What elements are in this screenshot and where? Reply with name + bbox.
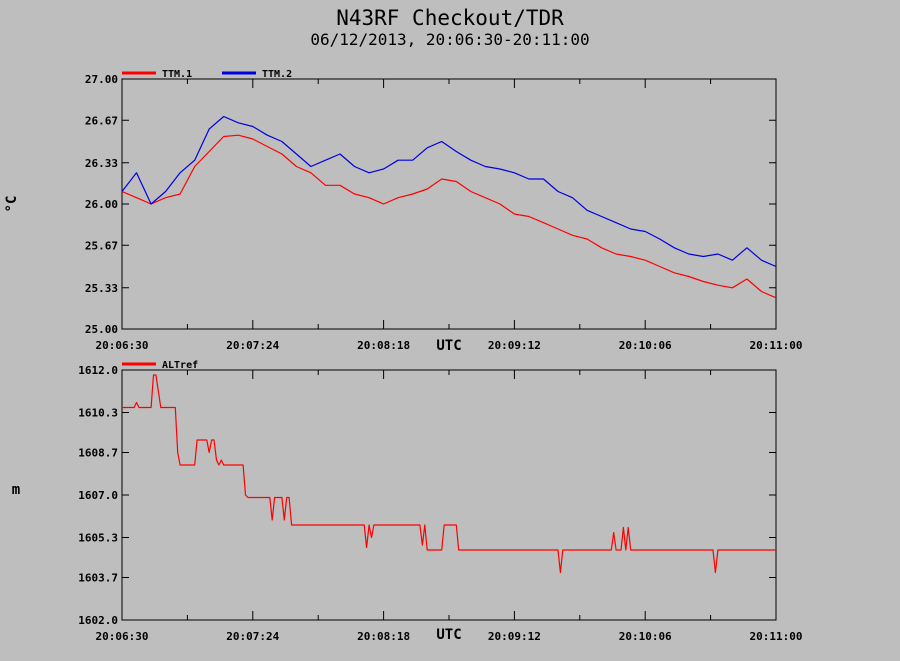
x-tick-label: 20:07:24 — [226, 339, 279, 352]
y-tick-label: 25.67 — [85, 239, 118, 252]
y-tick-label: 25.33 — [85, 282, 118, 295]
y-tick-label: 26.67 — [85, 114, 118, 127]
chart-subtitle: 06/12/2013, 20:06:30-20:11:00 — [310, 30, 589, 49]
temperature-y-label: °C — [4, 196, 20, 213]
y-tick-label: 1610.3 — [78, 407, 118, 420]
altitude-panel: 1602.0 1603.7 1605.3 1607.0 1608.7 1610.3 1612… — [12, 360, 803, 643]
x-tick-label: 20:11:00 — [750, 339, 803, 352]
series-line-altref — [122, 374, 776, 574]
x-tick-label: 20:08:18 — [357, 630, 410, 643]
temperature-legend: TTM.1 TTM.2 — [122, 69, 292, 80]
x-tick-label: 20:09:12 — [488, 339, 541, 352]
series-line-ttm-2 — [121, 115, 777, 268]
legend-label: TTM.2 — [262, 69, 292, 80]
y-tick-label: 1608.7 — [78, 447, 118, 460]
y-tick-label: 26.00 — [85, 198, 118, 211]
x-tick-label: 20:11:00 — [750, 630, 803, 643]
x-tick-label: 20:06:30 — [96, 339, 149, 352]
y-tick-label: 1603.7 — [78, 572, 118, 585]
x-tick-label: 20:10:06 — [619, 339, 672, 352]
x-tick-label: 20:10:06 — [619, 630, 672, 643]
altitude-y-label: m — [12, 482, 20, 498]
y-tick-label: 1607.0 — [78, 489, 118, 502]
y-tick-label: 25.00 — [85, 323, 118, 336]
legend-label: TTM.1 — [162, 69, 192, 80]
x-tick-label: 20:07:24 — [226, 630, 279, 643]
y-tick-label: 1602.0 — [78, 614, 118, 627]
temperature-x-label: UTC — [436, 338, 461, 354]
series-line-ttm-1 — [121, 134, 777, 299]
x-tick-label: 20:08:18 — [357, 339, 410, 352]
y-tick-label: 1612.0 — [78, 364, 118, 377]
y-tick-label: 1605.3 — [78, 532, 118, 545]
y-tick-label: 27.00 — [85, 73, 118, 86]
legend-label: ALTref — [162, 360, 198, 371]
temperature-ticks: 25.00 25.33 25.67 26.00 26.33 26.67 27.00 20:06… — [85, 73, 803, 352]
y-tick-label: 26.33 — [85, 157, 118, 170]
altitude-series — [122, 374, 776, 574]
altitude-ticks: 1602.0 1603.7 1605.3 1607.0 1608.7 1610.3 1612… — [78, 364, 802, 643]
x-tick-label: 20:06:30 — [96, 630, 149, 643]
temperature-panel: 25.00 25.33 25.67 26.00 26.33 26.67 27.00 20:06… — [4, 69, 802, 354]
altitude-x-label: UTC — [436, 627, 461, 643]
altitude-legend: ALTref — [122, 360, 198, 371]
x-tick-label: 20:09:12 — [488, 630, 541, 643]
chart-title: N43RF Checkout/TDR — [336, 6, 564, 30]
temperature-series — [121, 115, 777, 299]
